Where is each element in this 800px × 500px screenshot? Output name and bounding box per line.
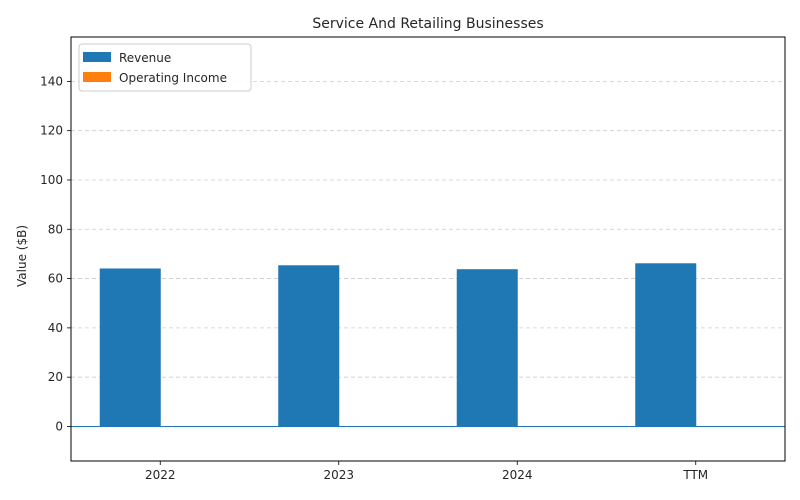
chart-title: Service And Retailing Businesses bbox=[312, 16, 543, 32]
y-tick-label: 40 bbox=[48, 321, 63, 335]
y-tick-label: 140 bbox=[40, 74, 63, 88]
y-tick-label: 0 bbox=[55, 419, 63, 433]
x-tick-label: TTM bbox=[682, 468, 708, 482]
bars bbox=[99, 263, 758, 427]
grid-lines bbox=[71, 80, 785, 427]
bar-revenue bbox=[99, 268, 161, 427]
legend-label: Operating Income bbox=[119, 71, 227, 85]
legend-swatch bbox=[83, 52, 111, 62]
legend-swatch bbox=[83, 72, 111, 82]
y-tick-label: 100 bbox=[40, 173, 63, 187]
y-tick-label: 120 bbox=[40, 124, 63, 138]
bar-revenue bbox=[278, 265, 340, 427]
legend-box bbox=[78, 43, 252, 92]
y-axis-title: Value ($B) bbox=[15, 225, 29, 287]
x-tick-label: 2022 bbox=[145, 468, 176, 482]
x-tick-label: 2023 bbox=[323, 468, 354, 482]
bar-revenue bbox=[635, 263, 697, 427]
y-tick-label: 80 bbox=[48, 222, 63, 236]
y-tick-label: 60 bbox=[48, 272, 63, 286]
x-tick-label: 2024 bbox=[502, 468, 533, 482]
plot-frame bbox=[70, 36, 786, 462]
y-tick-label: 20 bbox=[48, 370, 63, 384]
legend: Revenue Operating Income bbox=[78, 43, 252, 92]
bar-revenue bbox=[456, 269, 518, 427]
legend-label: Revenue bbox=[119, 51, 171, 65]
axis-ticks: 0 20 40 60 80 100 120 140 2022 2023 2024 TTM bbox=[40, 74, 708, 482]
